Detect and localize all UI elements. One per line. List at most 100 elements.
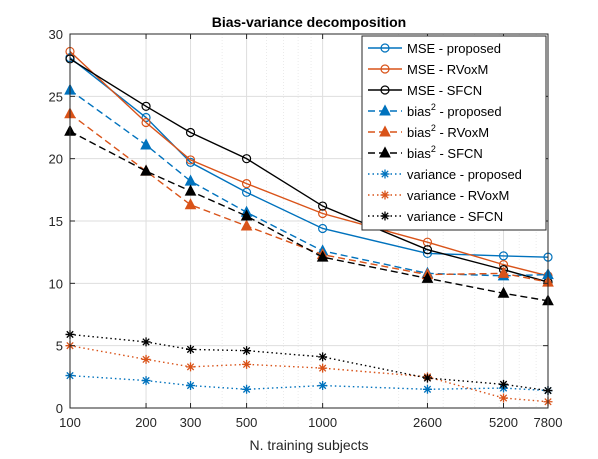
legend-entry: variance - proposed (368, 167, 522, 182)
x-axis-label: N. training subjects (249, 437, 368, 453)
series-line (69, 57, 549, 258)
star-marker (141, 376, 151, 386)
legend-label-rest: - RVoxM (436, 125, 489, 140)
star-marker (380, 190, 390, 200)
x-tick-label: 500 (236, 415, 258, 430)
legend-label: variance - proposed (407, 167, 522, 182)
legend-label-rest: - proposed (436, 104, 502, 119)
legend-entry: MSE - SFCN (368, 83, 482, 98)
triangle-marker (379, 104, 391, 116)
star-marker (318, 352, 328, 362)
star-marker (499, 393, 509, 403)
circle-marker (241, 179, 252, 189)
star-marker (380, 211, 390, 221)
legend-label-main: variance - SFCN (407, 209, 503, 224)
legend-label-superscript: 2 (431, 123, 436, 133)
star-marker (380, 169, 390, 179)
legend-label-superscript: 2 (431, 102, 436, 112)
legend-label: bias2 - proposed (407, 102, 502, 119)
circle-marker (380, 64, 390, 74)
legend-label-main: bias (407, 104, 431, 119)
x-tick-label: 100 (59, 415, 81, 430)
star-marker (422, 384, 432, 394)
series-SFCN-dashed (64, 124, 554, 306)
y-tick-label: 25 (49, 89, 63, 104)
legend-label-main: variance - proposed (407, 167, 522, 182)
triangle-marker (497, 286, 510, 298)
y-tick-label: 0 (56, 401, 63, 416)
series-layer (64, 46, 554, 407)
triangle-marker (184, 198, 197, 210)
legend-label-main: bias (407, 146, 431, 161)
star-marker (186, 362, 196, 372)
legend-entry: MSE - RVoxM (368, 62, 488, 77)
legend-label: MSE - proposed (407, 41, 501, 56)
star-marker (141, 337, 151, 347)
legend-label: bias2 - RVoxM (407, 123, 489, 140)
legend-label-main: bias (407, 125, 431, 140)
axis-ticks: 0 5 10 15 20 25 30 100 200 300 500 1000 2600 5200 7800 (49, 27, 563, 430)
x-tick-label: 7800 (534, 415, 563, 430)
series-line (69, 113, 549, 283)
y-tick-label: 15 (49, 214, 63, 229)
triangle-marker (240, 209, 253, 221)
star-marker (186, 381, 196, 391)
circle-marker (185, 157, 196, 168)
circle-marker (141, 112, 151, 123)
circle-marker (185, 155, 196, 165)
legend-label: bias2 - SFCN (407, 144, 483, 161)
triangle-marker (184, 184, 197, 196)
circle-marker (141, 117, 151, 128)
triangle-marker (421, 271, 434, 283)
x-tick-label: 5200 (489, 415, 518, 430)
legend-label: variance - RVoxM (407, 188, 509, 203)
triangle-marker (379, 146, 391, 158)
legend-label-rest: - SFCN (436, 146, 483, 161)
star-marker (242, 384, 252, 394)
series-line (69, 50, 549, 277)
circle-marker (241, 187, 252, 197)
x-tick-label: 300 (180, 415, 202, 430)
legend-entry: MSE - proposed (368, 41, 501, 56)
y-tick-label: 10 (49, 276, 63, 291)
circle-marker (498, 251, 509, 261)
star-marker (242, 346, 252, 356)
legend-label-superscript: 2 (431, 144, 436, 154)
circle-marker (141, 101, 151, 111)
legend-label: variance - SFCN (407, 209, 503, 224)
legend-label-main: variance - RVoxM (407, 188, 509, 203)
circle-marker (380, 85, 390, 95)
star-marker (318, 363, 328, 373)
circle-marker (318, 201, 328, 211)
x-tick-label: 200 (135, 415, 157, 430)
y-tick-label: 30 (49, 27, 63, 42)
circle-marker (241, 154, 252, 164)
series-line (69, 333, 549, 392)
series-line (69, 130, 549, 302)
circle-marker (185, 127, 196, 138)
triangle-marker (240, 219, 253, 231)
legend-label-main: MSE - proposed (407, 41, 501, 56)
triangle-marker (497, 266, 510, 278)
series-line (69, 58, 549, 283)
star-marker (186, 344, 196, 354)
legend-entry: bias2 - RVoxM (368, 123, 489, 140)
legend-label-main: MSE - RVoxM (407, 62, 488, 77)
legend-entry: bias2 - SFCN (368, 144, 483, 161)
legend-entry: variance - RVoxM (368, 188, 509, 203)
y-tick-label: 5 (56, 339, 63, 354)
star-marker (242, 359, 252, 369)
triangle-marker (140, 138, 152, 150)
legend-label-main: MSE - SFCN (407, 83, 482, 98)
legend-entry: variance - SFCN (368, 209, 503, 224)
legend-label: MSE - SFCN (407, 83, 482, 98)
x-tick-label: 1000 (308, 415, 337, 430)
star-marker (141, 354, 151, 364)
triangle-marker (140, 164, 152, 176)
series-line (69, 89, 549, 277)
legend-label: MSE - RVoxM (407, 62, 488, 77)
circle-marker (422, 245, 433, 255)
x-tick-label: 2600 (413, 415, 442, 430)
